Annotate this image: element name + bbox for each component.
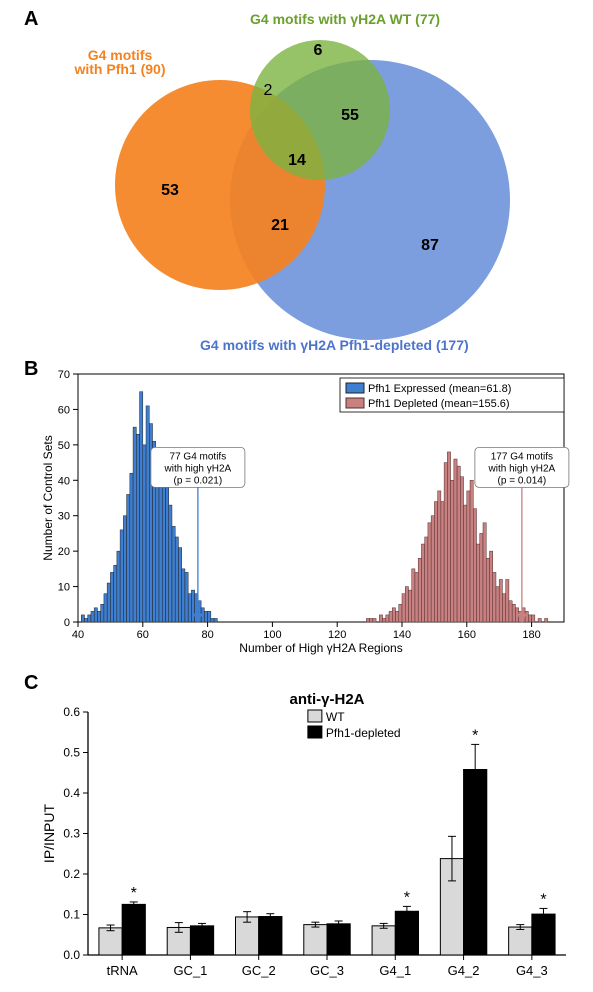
svg-text:70: 70 [58, 369, 70, 381]
svg-text:tRNA: tRNA [107, 963, 138, 978]
svg-text:0.0: 0.0 [63, 948, 80, 962]
svg-text:120: 120 [328, 629, 346, 641]
svg-text:60: 60 [58, 404, 70, 416]
svg-text:21: 21 [271, 217, 289, 234]
svg-text:87: 87 [421, 237, 439, 254]
svg-text:0: 0 [64, 617, 70, 629]
svg-text:30: 30 [58, 511, 70, 523]
svg-text:0.1: 0.1 [63, 908, 80, 922]
figure: A G4 motifswith Pfh1 (90)G4 motifs with … [0, 0, 593, 992]
svg-text:*: * [404, 889, 410, 906]
svg-text:G4 motifs with γH2A WT (77): G4 motifs with γH2A WT (77) [250, 11, 440, 27]
svg-text:G4 motifswith Pfh1 (90): G4 motifswith Pfh1 (90) [73, 47, 165, 77]
svg-text:Number of High γH2A Regions: Number of High γH2A Regions [239, 641, 402, 655]
svg-text:60: 60 [137, 629, 149, 641]
venn-diagram: G4 motifswith Pfh1 (90) G4 motifs with γH… [0, 0, 593, 350]
panel-b-label: B [24, 358, 38, 381]
svg-text:IP/INPUT: IP/INPUT [41, 803, 57, 863]
svg-text:GC_3: GC_3 [310, 963, 344, 978]
svg-text:Pfh1 Depleted (mean=155.6): Pfh1 Depleted (mean=155.6) [368, 398, 510, 410]
svg-text:(p = 0.014): (p = 0.014) [498, 475, 547, 486]
svg-text:55: 55 [341, 107, 359, 124]
svg-text:Pfh1 Expressed (mean=61.8): Pfh1 Expressed (mean=61.8) [368, 383, 511, 395]
svg-text:0.2: 0.2 [63, 867, 80, 881]
svg-text:(p = 0.021): (p = 0.021) [174, 475, 223, 486]
svg-text:177 G4 motifs: 177 G4 motifs [491, 451, 553, 462]
svg-text:53: 53 [161, 182, 179, 199]
svg-text:50: 50 [58, 440, 70, 452]
svg-text:with high γH2A: with high γH2A [488, 463, 556, 474]
svg-text:*: * [472, 727, 478, 744]
svg-text:with high γH2A: with high γH2A [164, 463, 232, 474]
svg-text:G4_2: G4_2 [448, 963, 480, 978]
svg-text:Number of Control Sets: Number of Control Sets [41, 435, 55, 560]
svg-text:GC_1: GC_1 [173, 963, 207, 978]
svg-text:G4_1: G4_1 [379, 963, 411, 978]
svg-text:anti-γ-H2A: anti-γ-H2A [289, 691, 364, 708]
svg-text:80: 80 [201, 629, 213, 641]
svg-text:Pfh1-depleted: Pfh1-depleted [326, 726, 401, 740]
svg-text:6: 6 [314, 42, 323, 59]
svg-text:77 G4 motifs: 77 G4 motifs [170, 451, 227, 462]
svg-text:10: 10 [58, 582, 70, 594]
svg-text:160: 160 [458, 629, 476, 641]
svg-text:14: 14 [288, 152, 306, 169]
svg-text:0.5: 0.5 [63, 746, 80, 760]
svg-text:180: 180 [522, 629, 540, 641]
histogram: 0 10 20 30 40 50 60 70 40 60 80 100 120 140 160 180 Numb… [40, 368, 570, 658]
svg-text:100: 100 [263, 629, 281, 641]
panel-c-label: C [24, 672, 38, 695]
svg-text:G4_3: G4_3 [516, 963, 548, 978]
svg-text:*: * [540, 891, 546, 908]
svg-text:0.4: 0.4 [63, 786, 80, 800]
svg-text:2: 2 [264, 82, 273, 99]
svg-text:40: 40 [58, 475, 70, 487]
svg-text:0.6: 0.6 [63, 705, 80, 719]
svg-text:GC_2: GC_2 [242, 963, 276, 978]
svg-text:WT: WT [326, 710, 345, 724]
svg-text:140: 140 [393, 629, 411, 641]
svg-text:40: 40 [72, 629, 84, 641]
svg-text:G4 motifs with γH2A Pfh1-deple: G4 motifs with γH2A Pfh1-depleted (177) [200, 337, 469, 353]
svg-text:20: 20 [58, 546, 70, 558]
svg-text:*: * [131, 885, 137, 902]
svg-text:0.3: 0.3 [63, 827, 80, 841]
bar-chart: 0.0 0.1 0.2 0.3 0.4 0.5 0.6 IP/INPUT anti-γ-H2A W… [40, 690, 570, 970]
